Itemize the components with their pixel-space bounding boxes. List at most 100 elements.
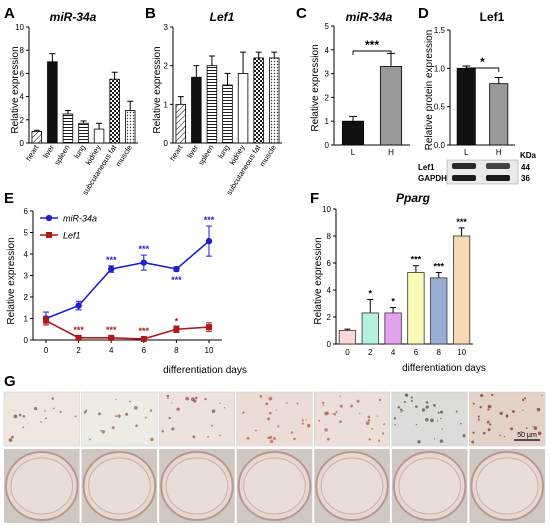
lipid-droplet (211, 409, 216, 414)
lipid-droplet (425, 405, 429, 409)
lipid-droplet (356, 399, 360, 403)
lipid-droplet (321, 401, 325, 405)
lipid-droplet (192, 435, 196, 439)
lipid-droplet (541, 395, 543, 397)
panel-f-category-label: 6 (414, 348, 419, 357)
panel-e-xtick-label: 0 (44, 346, 49, 355)
panel-c-ytick-label: 0 (325, 141, 330, 150)
panel-e-xtick-label: 2 (76, 346, 81, 355)
lipid-droplet (290, 431, 294, 434)
scale-bar-label: 50 μm (517, 432, 537, 439)
panel-f-ytick-label: 4 (327, 286, 332, 295)
lipid-droplet (246, 436, 250, 440)
panel-d-chart: 0.0 0.5 1.0 1.5 L H * (434, 26, 515, 157)
lipid-droplet (301, 419, 304, 422)
lipid-droplet (40, 421, 42, 423)
panel-b-bar (206, 65, 218, 144)
panel-f-ytick-label: 2 (327, 313, 332, 322)
panel-b-bar (253, 57, 264, 144)
panel-d-ytick-label: 1.0 (434, 64, 446, 73)
panel-a-bar (78, 122, 89, 144)
lipid-droplet (325, 411, 329, 415)
lipid-droplet (267, 417, 271, 421)
panel-b-ylabel: Relative expression (152, 46, 163, 133)
lipid-droplet (522, 409, 524, 411)
panel-b-ytick-label: 0 (164, 139, 169, 148)
lipid-droplet (339, 404, 343, 408)
panel-b-category-label: liver (185, 143, 200, 160)
lipid-droplet (477, 419, 480, 421)
micrograph-tile (469, 391, 546, 447)
panel-f-ytick-label: 6 (327, 259, 332, 268)
lipid-droplet (480, 394, 484, 398)
panel-c-ytick-label: 2 (325, 93, 330, 102)
micrograph-tile (236, 391, 313, 447)
lipid-droplet (33, 407, 38, 411)
panel-d-ytick-label: 0.0 (434, 141, 446, 150)
panel-c-significance-bracket (352, 50, 392, 55)
lipid-droplet (149, 409, 153, 412)
panel-f-significance-label: *** (411, 255, 422, 265)
panel-e-xlabel: differentiation days (163, 365, 247, 376)
lipid-droplet (477, 415, 480, 418)
lipid-droplet (400, 411, 402, 413)
lipid-droplet (8, 438, 13, 442)
lipid-droplet (318, 419, 321, 422)
culture-dishes (4, 449, 545, 523)
micrograph-tile (81, 391, 158, 447)
panel-c-ylabel: Relative expression (310, 44, 321, 131)
lipid-droplet (490, 393, 494, 397)
lipid-droplet (326, 437, 330, 441)
panel-b-category-label: lung (216, 143, 231, 160)
lipid-droplet (383, 423, 386, 426)
panel-e-point (173, 265, 180, 273)
lipid-droplet (479, 405, 482, 409)
lipid-droplet (268, 396, 273, 401)
lipid-droplet (22, 426, 25, 429)
panel-f-category-label: 10 (457, 348, 466, 357)
lipid-droplet (115, 398, 117, 400)
panel-e-ytick-label: 0 (24, 336, 29, 345)
panel-e-significance-label: *** (139, 326, 150, 336)
lipid-droplet (425, 401, 429, 404)
lipid-droplet (242, 411, 245, 414)
lipid-droplet (211, 424, 213, 427)
lipid-droplet (433, 403, 436, 407)
panel-a-category-label: muscle (114, 143, 134, 168)
lipid-droplet (505, 414, 509, 418)
lipid-droplet (193, 399, 197, 403)
panel-d-category-label: L (464, 148, 469, 157)
blot-kda-value: 44 (521, 163, 530, 172)
panel-f-ytick-label: 0 (327, 340, 332, 349)
panel-a-ytick-label: 10 (15, 23, 24, 32)
panel-b-bar (191, 76, 202, 144)
panel-d-bar (489, 83, 509, 146)
panel-a-ytick-label: 4 (20, 93, 25, 102)
lipid-droplet (440, 410, 444, 414)
lipid-droplet (219, 402, 221, 404)
dish-inner (475, 457, 539, 515)
panel-b-ytick-label: 3 (164, 23, 169, 32)
dish-inner (10, 457, 74, 515)
lipid-droplet (359, 412, 361, 415)
panel-e-point (205, 237, 213, 245)
lipid-droplet (499, 411, 503, 416)
lipid-droplet (145, 416, 147, 419)
panel-e-ytick-label: 5 (24, 229, 29, 238)
panel-c-chart: 0 1 2 3 4 5 L H *** (325, 22, 410, 157)
panel-c-category-label: L (351, 148, 356, 157)
lipid-droplet (265, 402, 269, 406)
lipid-droplet (13, 414, 18, 419)
lipid-droplet (100, 429, 102, 432)
lipid-droplet (421, 408, 426, 412)
lipid-droplet (268, 411, 272, 415)
panel-f-significance-label: * (368, 288, 372, 298)
lipid-droplet (536, 407, 541, 412)
lipid-droplet (510, 427, 514, 431)
lipid-droplet (22, 415, 26, 418)
panel-c-ytick-label: 1 (325, 117, 330, 126)
panel-e-legend-marker (45, 214, 53, 222)
panel-e-significance-label: *** (171, 275, 182, 285)
panel-c-ytick-label: 5 (325, 22, 330, 31)
